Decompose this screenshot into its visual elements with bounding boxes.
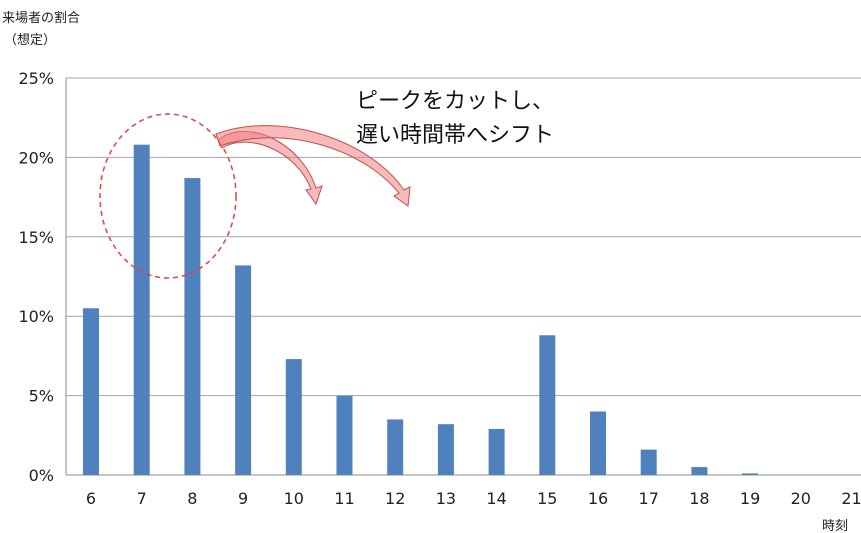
bar-14: [488, 428, 505, 475]
y-tick-label: 15%: [18, 228, 54, 247]
y-tick-label: 0%: [29, 466, 54, 485]
bar-7: [133, 144, 150, 476]
x-axis-title: 時刻: [822, 519, 848, 533]
annotation-line-2: 遅い時間帯へシフト: [356, 123, 554, 148]
x-tick-label: 17: [639, 489, 659, 508]
bar-6: [83, 308, 99, 475]
x-tick-label: 10: [284, 489, 304, 508]
arrow-long: [215, 125, 411, 207]
y-axis-title-line-1: 来場者の割合: [2, 10, 80, 26]
x-tick-label: 12: [385, 489, 405, 508]
x-tick-label: 11: [334, 489, 354, 508]
shift-arrows: [215, 125, 411, 207]
x-tick-label: 7: [137, 489, 147, 508]
y-tick-label: 25%: [18, 69, 54, 88]
x-tick-label: 13: [436, 489, 456, 508]
x-tick-label: 19: [740, 489, 760, 508]
bar-8: [184, 178, 201, 475]
annotation-line-1: ピークをカットし、: [356, 89, 554, 114]
x-tick-label: 14: [486, 489, 506, 508]
y-axis-title-line-2: （想定）: [4, 32, 56, 48]
x-tick-label: 18: [689, 489, 709, 508]
bars: [83, 144, 759, 476]
x-tick-label: 9: [238, 489, 248, 508]
x-tick-label: 16: [588, 489, 608, 508]
x-tick-label: 6: [86, 489, 96, 508]
bar-10: [285, 359, 302, 475]
y-tick-label: 5%: [29, 387, 54, 406]
bar-11: [336, 395, 353, 475]
x-tick-labels: 6 7 8 9 10 11 12 13 14 15 16 17 18 19 20 21: [86, 489, 861, 508]
x-tick-label: 20: [791, 489, 811, 508]
y-tick-label: 20%: [18, 148, 54, 167]
x-tick-label: 15: [537, 489, 557, 508]
x-tick-label: 8: [187, 489, 197, 508]
x-tick-label: 21: [841, 489, 861, 508]
y-tick-labels: 0% 5% 10% 15% 20% 25%: [18, 69, 54, 485]
bar-16: [590, 411, 606, 475]
bar-15: [539, 335, 556, 475]
bar-12: [387, 419, 404, 475]
peak-highlight-ellipse: [99, 113, 237, 279]
bar-18: [691, 467, 708, 475]
bar-9: [235, 265, 252, 475]
bar-13: [437, 424, 454, 475]
bar-19: [742, 473, 759, 475]
bar-17: [640, 449, 657, 475]
y-tick-label: 10%: [18, 307, 54, 326]
